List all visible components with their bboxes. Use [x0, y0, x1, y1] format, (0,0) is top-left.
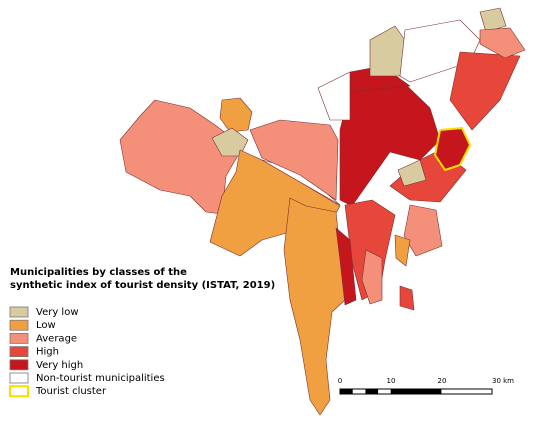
municipality: [219, 97, 253, 133]
municipality: [479, 27, 526, 59]
municipality: [249, 119, 339, 201]
legend-title: Municipalities by classes of the: [10, 267, 187, 278]
municipality: [449, 51, 521, 131]
legend: Municipalities by classes of the synthet…: [9, 267, 275, 398]
legend-swatch: [9, 306, 29, 318]
legend-label: Very high: [36, 360, 83, 371]
municipalities: [119, 7, 526, 416]
scale-segment: [390, 389, 442, 394]
legend-label: Non-tourist municipalities: [36, 373, 165, 384]
municipality: [211, 127, 249, 157]
legend-label: Very low: [36, 307, 79, 318]
scale-label: 20: [438, 377, 447, 385]
legend-swatch: [9, 332, 29, 344]
scale-label: 0: [338, 377, 342, 385]
scale-bar: 0 10 20 30 km: [338, 377, 514, 395]
scale-label: 30 km: [492, 377, 514, 385]
legend-swatch: [9, 372, 29, 384]
legend-title: synthetic index of tourist density (ISTA…: [10, 280, 275, 291]
legend-swatch: [9, 359, 29, 371]
legend-swatch: [9, 346, 29, 358]
municipality: [394, 234, 411, 267]
municipality: [434, 127, 471, 171]
legend-swatch: [9, 385, 29, 398]
scale-segment: [365, 389, 379, 394]
municipality: [361, 249, 383, 305]
municipality: [403, 204, 443, 257]
municipality: [399, 285, 415, 311]
municipality: [369, 25, 406, 77]
legend-label: Tourist cluster: [35, 386, 107, 397]
scale-label: 10: [387, 377, 396, 385]
scale-segment: [340, 389, 353, 394]
municipality: [283, 197, 346, 416]
legend-swatch: [9, 319, 29, 331]
legend-label: Average: [36, 333, 77, 344]
municipality: [317, 71, 351, 121]
legend-label: Low: [36, 320, 56, 331]
municipality: [397, 159, 427, 187]
legend-label: High: [36, 347, 59, 358]
municipality: [344, 199, 396, 301]
municipality: [335, 227, 357, 306]
municipality: [119, 99, 241, 215]
municipality: [399, 19, 481, 83]
municipality: [339, 83, 441, 207]
municipality: [479, 7, 507, 33]
